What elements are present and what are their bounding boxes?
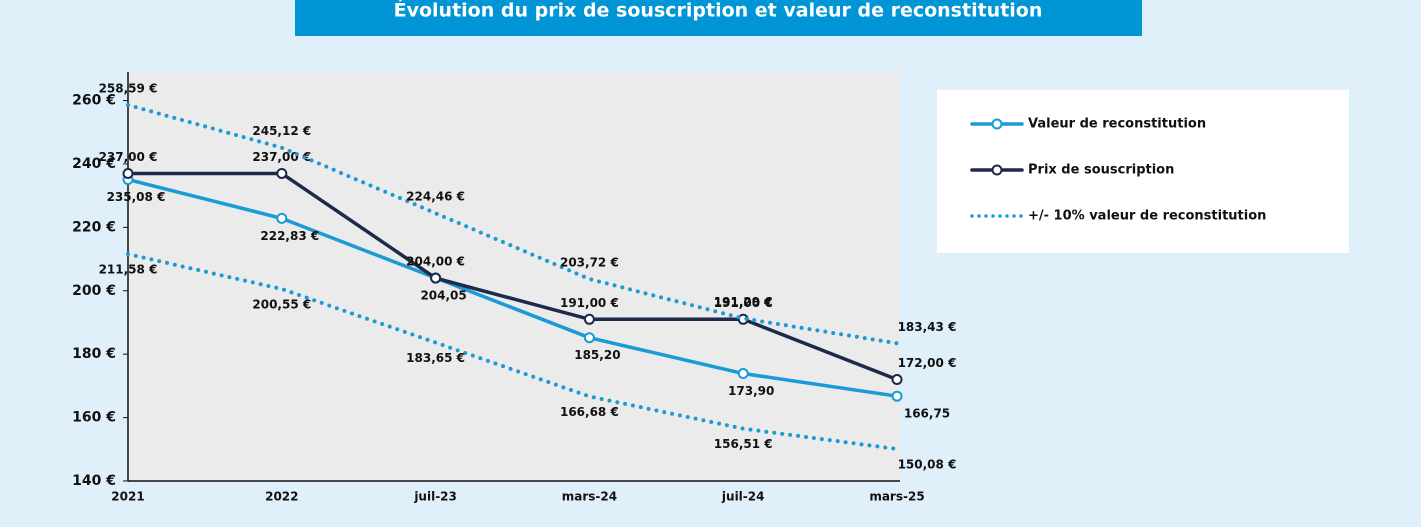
value-label: 258,59 € [99, 82, 158, 96]
legend-label: +/- 10% valeur de reconstitution [1028, 209, 1266, 224]
value-label: 183,43 € [898, 320, 957, 334]
value-label: 150,08 € [898, 458, 957, 472]
point-marker [583, 313, 595, 325]
point-marker [276, 212, 288, 224]
y-tick-label: 160 € [72, 410, 116, 426]
value-label: 191,29 € [714, 295, 773, 309]
point-marker [583, 332, 595, 344]
value-label: 166,75 [904, 407, 950, 421]
x-tick-label: 2022 [265, 490, 298, 504]
value-label: 237,00 € [99, 150, 158, 164]
value-label: 222,83 € [260, 229, 319, 243]
chart-title: Évolution du prix de souscription et val… [394, 0, 1043, 22]
value-label: 191,00 € [560, 296, 619, 310]
x-tick-label: juil-24 [721, 490, 765, 504]
value-label: 156,51 € [714, 437, 773, 451]
series-line [126, 103, 899, 346]
y-tick-label: 180 € [72, 346, 116, 362]
plot-area [128, 72, 900, 481]
value-label: 166,68 € [560, 405, 619, 419]
legend-marker [991, 164, 1003, 176]
y-tick-label: 220 € [72, 219, 116, 235]
point-marker [430, 272, 442, 284]
y-tick-label: 240 € [72, 156, 116, 172]
legend-label: Prix de souscription [1028, 163, 1174, 178]
legend-label: Valeur de reconstitution [1028, 117, 1206, 132]
point-marker [891, 390, 903, 402]
y-tick-label: 260 € [72, 93, 116, 109]
value-label: 211,58 € [99, 263, 158, 277]
value-label: 203,72 € [560, 255, 619, 269]
x-tick-label: mars-24 [562, 490, 617, 504]
value-label: 173,90 [728, 384, 774, 398]
legend-marker [991, 118, 1003, 130]
title-box [295, 0, 1142, 36]
series-line [126, 177, 899, 398]
value-label: 191,00 € [714, 296, 773, 310]
value-label: 224,46 € [406, 190, 465, 204]
y-tick-label: 140 € [72, 473, 116, 489]
point-marker [737, 368, 749, 380]
x-tick-label: juil-23 [413, 490, 457, 504]
point-marker [122, 167, 134, 179]
value-label: 204,05 [420, 288, 466, 302]
series-line [126, 171, 899, 382]
value-label: 200,55 € [252, 298, 311, 312]
x-tick-label: mars-25 [869, 490, 924, 504]
point-marker [891, 374, 903, 386]
y-tick-label: 200 € [72, 283, 116, 299]
value-label: 185,20 [574, 348, 620, 362]
value-label: 204,00 € [406, 255, 465, 269]
x-tick-label: 2021 [111, 490, 144, 504]
value-label: 183,65 € [406, 351, 465, 365]
value-label: 245,12 € [252, 124, 311, 138]
value-label: 235,08 € [107, 190, 166, 204]
point-marker [276, 167, 288, 179]
value-label: 172,00 € [898, 356, 957, 370]
